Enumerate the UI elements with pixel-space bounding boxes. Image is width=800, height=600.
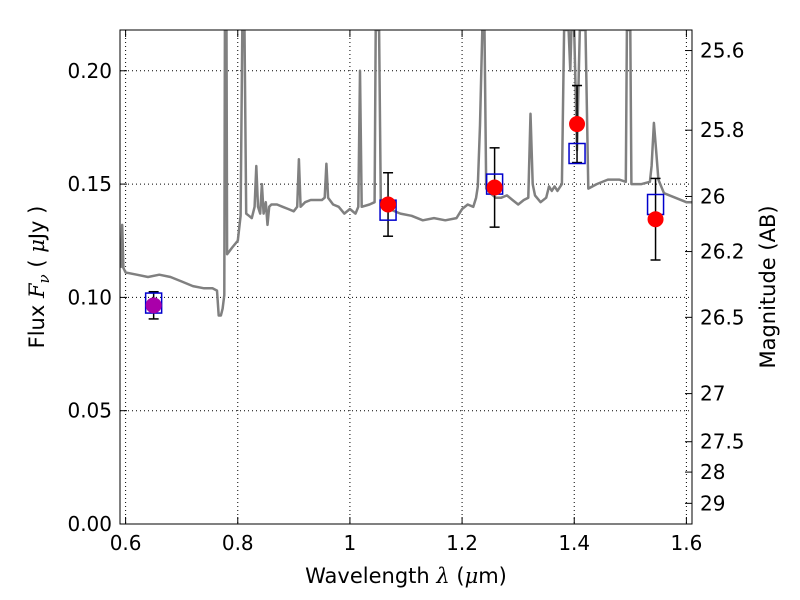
mag-tick-label: 25.8 xyxy=(700,118,745,142)
y-axis-label: Flux Fν ( μJy ) xyxy=(25,206,53,349)
observed-photometry-point xyxy=(569,116,586,133)
mag-tick-label: 27 xyxy=(700,382,725,406)
x-tick-label: 1 xyxy=(344,531,357,555)
mag-tick-label: 26 xyxy=(700,184,725,208)
mag-tick-label: 27.5 xyxy=(700,430,745,454)
y2-axis-label: Magnitude (AB) xyxy=(756,205,780,368)
observed-photometry-point xyxy=(647,211,664,228)
y-tick-label: 0.15 xyxy=(67,172,112,196)
y-tick-label: 0.00 xyxy=(67,512,112,536)
mag-tick-label: 25.6 xyxy=(700,39,745,63)
mag-tick-label: 26.5 xyxy=(700,305,745,329)
axis-ticks: 0.6 0.8 1 1.2 1.4 1.6 0.00 0.05 0.10 0.15 0.20 25.6… xyxy=(67,30,745,555)
x-tick-label: 1.4 xyxy=(558,531,590,555)
observed-photometry xyxy=(145,116,664,314)
x-axis-label: Wavelength λ (μm) xyxy=(305,564,507,588)
plot-frame xyxy=(119,29,693,525)
mag-tick-label: 28 xyxy=(700,460,725,484)
x-tick-label: 1.2 xyxy=(446,531,478,555)
x-tick-label: 1.6 xyxy=(670,531,702,555)
mag-tick-label: 29 xyxy=(700,491,725,515)
spectrum-line xyxy=(120,30,692,317)
observed-photometry-point xyxy=(486,179,503,196)
y-tick-label: 0.05 xyxy=(67,399,112,423)
model-spectrum xyxy=(120,30,692,317)
model-photometry-square xyxy=(568,142,586,165)
observed-photometry-point xyxy=(145,297,162,314)
x-tick-label: 0.8 xyxy=(222,531,254,555)
y-tick-label: 0.20 xyxy=(67,59,112,83)
y-tick-label: 0.10 xyxy=(67,285,112,309)
x-tick-label: 0.6 xyxy=(110,531,142,555)
mag-tick-label: 26.2 xyxy=(700,240,745,264)
observed-photometry-point xyxy=(380,196,397,213)
grid xyxy=(120,30,692,525)
